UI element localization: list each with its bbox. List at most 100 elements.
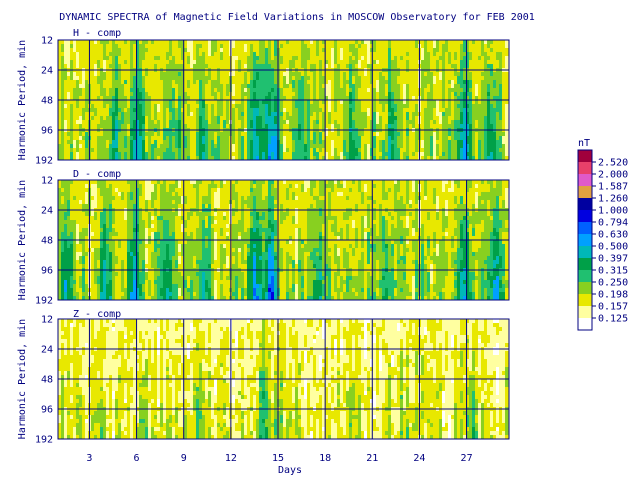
spectrum-cell bbox=[331, 140, 335, 145]
spectrum-cell bbox=[433, 180, 437, 189]
spectrum-cell bbox=[364, 144, 368, 153]
spectrum-cell bbox=[61, 280, 65, 293]
spectrum-cell bbox=[424, 296, 428, 301]
spectrum-cell bbox=[100, 228, 104, 233]
spectrum-cell bbox=[391, 88, 395, 93]
spectrum-cell bbox=[238, 256, 242, 261]
spectrum-cell bbox=[277, 100, 281, 117]
spectrum-cell bbox=[358, 296, 362, 301]
spectrum-cell bbox=[436, 40, 440, 53]
spectrum-cell bbox=[118, 236, 122, 241]
spectrum-cell bbox=[382, 196, 386, 201]
spectrum-cell bbox=[190, 60, 194, 69]
spectrum-cell bbox=[283, 132, 287, 137]
spectrum-cell bbox=[97, 96, 101, 101]
spectrum-cell bbox=[214, 212, 218, 217]
spectrum-cell bbox=[106, 415, 110, 420]
spectrum-cell bbox=[199, 284, 203, 289]
spectrum-cell bbox=[460, 112, 464, 117]
spectrum-cell bbox=[250, 100, 254, 109]
spectrum-cell bbox=[295, 228, 299, 241]
spectrum-cell bbox=[178, 88, 182, 93]
spectrum-cell bbox=[196, 44, 200, 77]
spectrum-cell bbox=[505, 72, 509, 93]
spectrum-cell bbox=[190, 359, 194, 364]
spectrum-cell bbox=[253, 120, 257, 161]
spectrum-cell bbox=[376, 136, 380, 161]
spectrum-cell bbox=[79, 419, 83, 428]
spectrum-cell bbox=[145, 435, 149, 440]
spectrum-cell bbox=[109, 52, 113, 57]
spectrum-cell bbox=[436, 92, 440, 101]
spectrum-cell bbox=[394, 252, 398, 281]
spectrum-cell bbox=[115, 52, 119, 57]
spectrum-cell bbox=[289, 244, 293, 257]
spectrum-cell bbox=[460, 116, 464, 125]
spectrum-cell bbox=[148, 335, 152, 340]
spectrum-cell bbox=[160, 387, 164, 396]
spectrum-cell bbox=[430, 152, 434, 157]
spectrum-cell bbox=[250, 108, 254, 121]
spectrum-cell bbox=[64, 116, 68, 121]
spectrum-cell bbox=[367, 92, 371, 101]
spectrum-cell bbox=[172, 152, 176, 161]
spectrum-cell bbox=[223, 60, 227, 65]
spectrum-cell bbox=[157, 280, 161, 285]
spectrum-cell bbox=[148, 112, 152, 125]
spectrum-cell bbox=[391, 40, 395, 61]
spectrum-cell bbox=[196, 399, 200, 428]
spectrum-cell bbox=[379, 224, 383, 233]
spectrum-cell bbox=[70, 80, 74, 93]
spectrum-cell bbox=[190, 379, 194, 384]
spectrum-cell bbox=[112, 96, 116, 113]
spectrum-cell bbox=[484, 212, 488, 221]
spectrum-cell bbox=[100, 407, 104, 416]
spectrum-cell bbox=[481, 132, 485, 145]
spectrum-cell bbox=[298, 80, 302, 85]
spectrum-cell bbox=[196, 240, 200, 245]
spectrum-cell bbox=[199, 268, 203, 277]
spectrum-cell bbox=[460, 280, 464, 285]
spectrum-cell bbox=[166, 192, 170, 201]
spectrum-cell bbox=[502, 284, 506, 293]
spectrum-cell bbox=[349, 180, 353, 189]
spectrum-cell bbox=[481, 224, 485, 233]
spectrum-cell bbox=[169, 427, 173, 432]
spectrum-cell bbox=[220, 188, 224, 213]
spectrum-cell bbox=[472, 104, 476, 129]
spectrum-cell bbox=[328, 188, 332, 193]
spectrum-cell bbox=[136, 232, 140, 253]
spectrum-cell bbox=[328, 296, 332, 301]
spectrum-cell bbox=[433, 40, 437, 49]
spectrum-cell bbox=[223, 256, 227, 265]
spectrum-cell bbox=[151, 120, 155, 129]
spectrum-cell bbox=[61, 411, 65, 424]
spectrum-cell bbox=[208, 212, 212, 217]
spectrum-cell bbox=[340, 292, 344, 301]
spectrum-cell bbox=[448, 220, 452, 229]
spectrum-cell bbox=[205, 56, 209, 65]
spectrum-cell bbox=[265, 260, 269, 269]
spectrum-cell bbox=[307, 80, 311, 85]
spectrum-cell bbox=[271, 224, 275, 233]
spectrum-cell bbox=[121, 112, 125, 125]
spectrum-cell bbox=[370, 124, 374, 129]
spectrum-cell bbox=[376, 212, 380, 229]
spectrum-cell bbox=[412, 40, 416, 69]
spectrum-cell bbox=[139, 244, 143, 265]
spectrum-cell bbox=[439, 156, 443, 161]
spectrum-cell bbox=[67, 60, 71, 65]
spectrum-cell bbox=[334, 212, 338, 217]
spectrum-cell bbox=[346, 132, 350, 137]
spectrum-cell bbox=[466, 104, 470, 109]
spectrum-cell bbox=[118, 431, 122, 440]
spectrum-cell bbox=[142, 216, 146, 221]
spectrum-cell bbox=[193, 40, 197, 53]
spectrum-cell bbox=[448, 140, 452, 153]
spectrum-cell bbox=[223, 184, 227, 201]
spectrum-cell bbox=[247, 256, 251, 265]
spectrum-cell bbox=[415, 136, 419, 145]
spectrum-cell bbox=[109, 184, 113, 193]
spectrum-cell bbox=[403, 180, 407, 197]
spectrum-cell bbox=[454, 120, 458, 129]
